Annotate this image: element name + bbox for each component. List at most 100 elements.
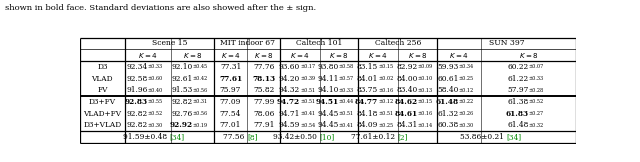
Text: ±0.52: ±0.52 [148,111,163,116]
Text: 91.53: 91.53 [171,86,193,94]
Text: shown in bold face. Standard deviations are also showed after the ± sign.: shown in bold face. Standard deviations … [5,4,316,12]
Text: 61.38: 61.38 [507,98,529,106]
Text: 77.76: 77.76 [253,63,275,71]
Text: ±0.33: ±0.33 [148,64,163,69]
Text: 77.61±0.12: 77.61±0.12 [351,133,397,141]
Text: 61.48: 61.48 [507,121,529,129]
Text: 77.09: 77.09 [220,98,241,106]
Text: 83.75: 83.75 [357,86,378,94]
Text: ±0.15: ±0.15 [378,64,393,69]
Text: ±0.33: ±0.33 [529,76,543,81]
Text: ±0.39: ±0.39 [300,76,315,81]
Text: ±0.14: ±0.14 [417,123,433,128]
Text: $K=8$: $K=8$ [408,51,428,60]
Text: ±0.56: ±0.56 [193,111,207,116]
Text: VLAD: VLAD [92,75,113,82]
Text: ±0.60: ±0.60 [148,76,163,81]
Text: ±0.27: ±0.27 [529,111,543,116]
Text: ±0.31: ±0.31 [193,99,207,104]
Text: ±0.25: ±0.25 [459,76,474,81]
Text: Caltech 101: Caltech 101 [296,39,342,47]
Text: ±0.22: ±0.22 [459,99,474,104]
Text: VLAD+FV: VLAD+FV [83,110,122,118]
Text: ±0.44: ±0.44 [339,99,354,104]
Text: 57.97: 57.97 [507,86,529,94]
Text: 91.59±0.48: 91.59±0.48 [123,133,169,141]
Text: 94.71: 94.71 [278,110,300,118]
Text: 94.11: 94.11 [317,75,339,82]
Text: 61.48: 61.48 [436,98,459,106]
Text: 83.15: 83.15 [357,63,378,71]
Text: D3: D3 [97,63,108,71]
Text: D3+FV: D3+FV [89,98,116,106]
Text: $K=8$: $K=8$ [329,51,349,60]
Text: ±0.51: ±0.51 [339,111,354,116]
Text: 78.13: 78.13 [252,75,275,82]
Text: 92.58: 92.58 [127,75,148,82]
Text: Caltech 256: Caltech 256 [374,39,421,47]
Text: ±0.16: ±0.16 [417,111,433,116]
Text: 83.40: 83.40 [396,86,417,94]
Text: 94.59: 94.59 [278,121,300,129]
Text: ±0.28: ±0.28 [529,88,543,93]
Text: $K=4$: $K=4$ [290,51,310,60]
Text: 92.61: 92.61 [171,75,193,82]
Text: $K=4$: $K=4$ [221,51,241,60]
Text: MIT indoor 67: MIT indoor 67 [220,39,275,47]
Text: 82.92: 82.92 [396,63,417,71]
Text: ±0.51: ±0.51 [378,111,393,116]
Text: ±0.34: ±0.34 [459,64,474,69]
Text: 61.32: 61.32 [438,110,459,118]
Text: ±0.30: ±0.30 [459,123,474,128]
Text: 92.10: 92.10 [171,63,193,71]
Text: 77.54: 77.54 [220,110,241,118]
Text: ±0.19: ±0.19 [193,123,207,128]
Text: 84.62: 84.62 [394,98,417,106]
Bar [80,38,576,143]
Text: ±0.10: ±0.10 [417,76,433,81]
Text: 77.56: 77.56 [223,133,247,141]
Text: $K=8$: $K=8$ [182,51,202,60]
Text: $K=4$: $K=4$ [138,51,157,60]
Text: ±0.51: ±0.51 [300,88,315,93]
Text: [34]: [34] [507,133,522,141]
Text: 60.38: 60.38 [438,121,459,129]
Text: ±0.33: ±0.33 [339,88,354,93]
Text: 94.10: 94.10 [317,86,339,94]
Text: ±0.42: ±0.42 [193,76,207,81]
Text: 61.83: 61.83 [505,110,529,118]
Text: [34]: [34] [169,133,184,141]
Text: 84.61: 84.61 [394,110,417,118]
Text: FV: FV [97,86,108,94]
Text: ±0.57: ±0.57 [339,76,354,81]
Text: ±0.55: ±0.55 [148,99,163,104]
Text: ±0.12: ±0.12 [459,88,474,93]
Text: 60.22: 60.22 [508,63,529,71]
Text: 78.06: 78.06 [253,110,275,118]
Text: 84.09: 84.09 [356,121,378,129]
Text: $K=4$: $K=4$ [368,51,388,60]
Text: ±0.13: ±0.13 [417,88,433,93]
Text: 77.99: 77.99 [253,98,275,106]
Text: ±0.25: ±0.25 [378,123,393,128]
Text: 61.22: 61.22 [508,75,529,82]
Text: ±0.09: ±0.09 [417,64,433,69]
Text: ±0.17: ±0.17 [300,64,315,69]
Text: 93.60: 93.60 [279,63,300,71]
Text: 59.93: 59.93 [438,63,459,71]
Text: 92.92: 92.92 [169,121,193,129]
Text: $K=4$: $K=4$ [449,51,468,60]
Text: 84.00: 84.00 [396,75,417,82]
Text: ±0.41: ±0.41 [339,123,354,128]
Text: 60.61: 60.61 [438,75,459,82]
Text: 92.34: 92.34 [127,63,148,71]
Text: 84.31: 84.31 [396,121,417,129]
Text: ±0.58: ±0.58 [339,64,354,69]
Text: 58.40: 58.40 [438,86,459,94]
Text: ±0.56: ±0.56 [193,88,207,93]
Text: 75.97: 75.97 [220,86,241,94]
Text: ±0.16: ±0.16 [378,88,393,93]
Text: $K=8$: $K=8$ [518,51,538,60]
Text: [8]: [8] [247,133,258,141]
Text: SUN 397: SUN 397 [489,39,524,47]
